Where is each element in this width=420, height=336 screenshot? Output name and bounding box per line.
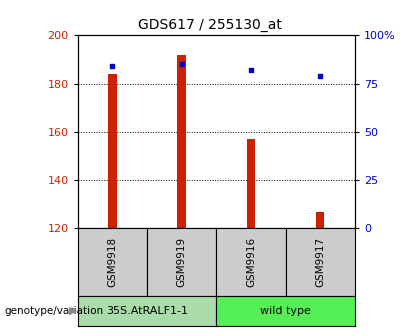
Bar	[178, 54, 186, 228]
Text: GSM9917: GSM9917	[315, 237, 325, 287]
Point	[178, 61, 185, 67]
Bar	[108, 74, 116, 228]
Point	[248, 67, 255, 73]
Bar	[247, 139, 255, 228]
Text: GSM9918: GSM9918	[108, 237, 117, 287]
Text: GDS617 / 255130_at: GDS617 / 255130_at	[138, 18, 282, 33]
Text: ▶: ▶	[69, 306, 78, 316]
Point	[109, 64, 116, 69]
Point	[317, 73, 324, 79]
Bar	[316, 212, 324, 228]
Text: 35S.AtRALF1-1: 35S.AtRALF1-1	[106, 306, 188, 316]
Text: wild type: wild type	[260, 306, 311, 316]
Text: GSM9916: GSM9916	[246, 237, 256, 287]
Text: GSM9919: GSM9919	[177, 237, 186, 287]
Text: genotype/variation: genotype/variation	[4, 306, 103, 316]
